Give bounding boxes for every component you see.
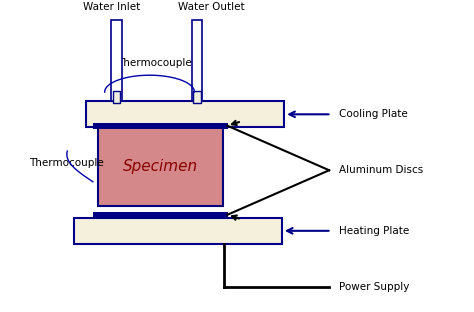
Bar: [191, 20, 202, 101]
Text: Water Inlet: Water Inlet: [83, 2, 140, 12]
Text: Cooling Plate: Cooling Plate: [338, 109, 407, 119]
Text: Aluminum Discs: Aluminum Discs: [338, 165, 423, 175]
Bar: [93, 212, 228, 218]
Bar: [74, 218, 282, 244]
Bar: [98, 127, 223, 206]
Text: Thermocouple: Thermocouple: [29, 158, 104, 168]
Bar: [86, 101, 284, 127]
Text: Water Outlet: Water Outlet: [178, 2, 244, 12]
Bar: [93, 123, 228, 129]
Text: Thermocouple: Thermocouple: [117, 57, 191, 67]
Text: Power Supply: Power Supply: [338, 282, 409, 292]
Bar: [111, 20, 122, 101]
Bar: [113, 90, 120, 103]
Bar: [193, 90, 201, 103]
Text: Specimen: Specimen: [123, 159, 198, 174]
Text: Heating Plate: Heating Plate: [338, 226, 409, 236]
